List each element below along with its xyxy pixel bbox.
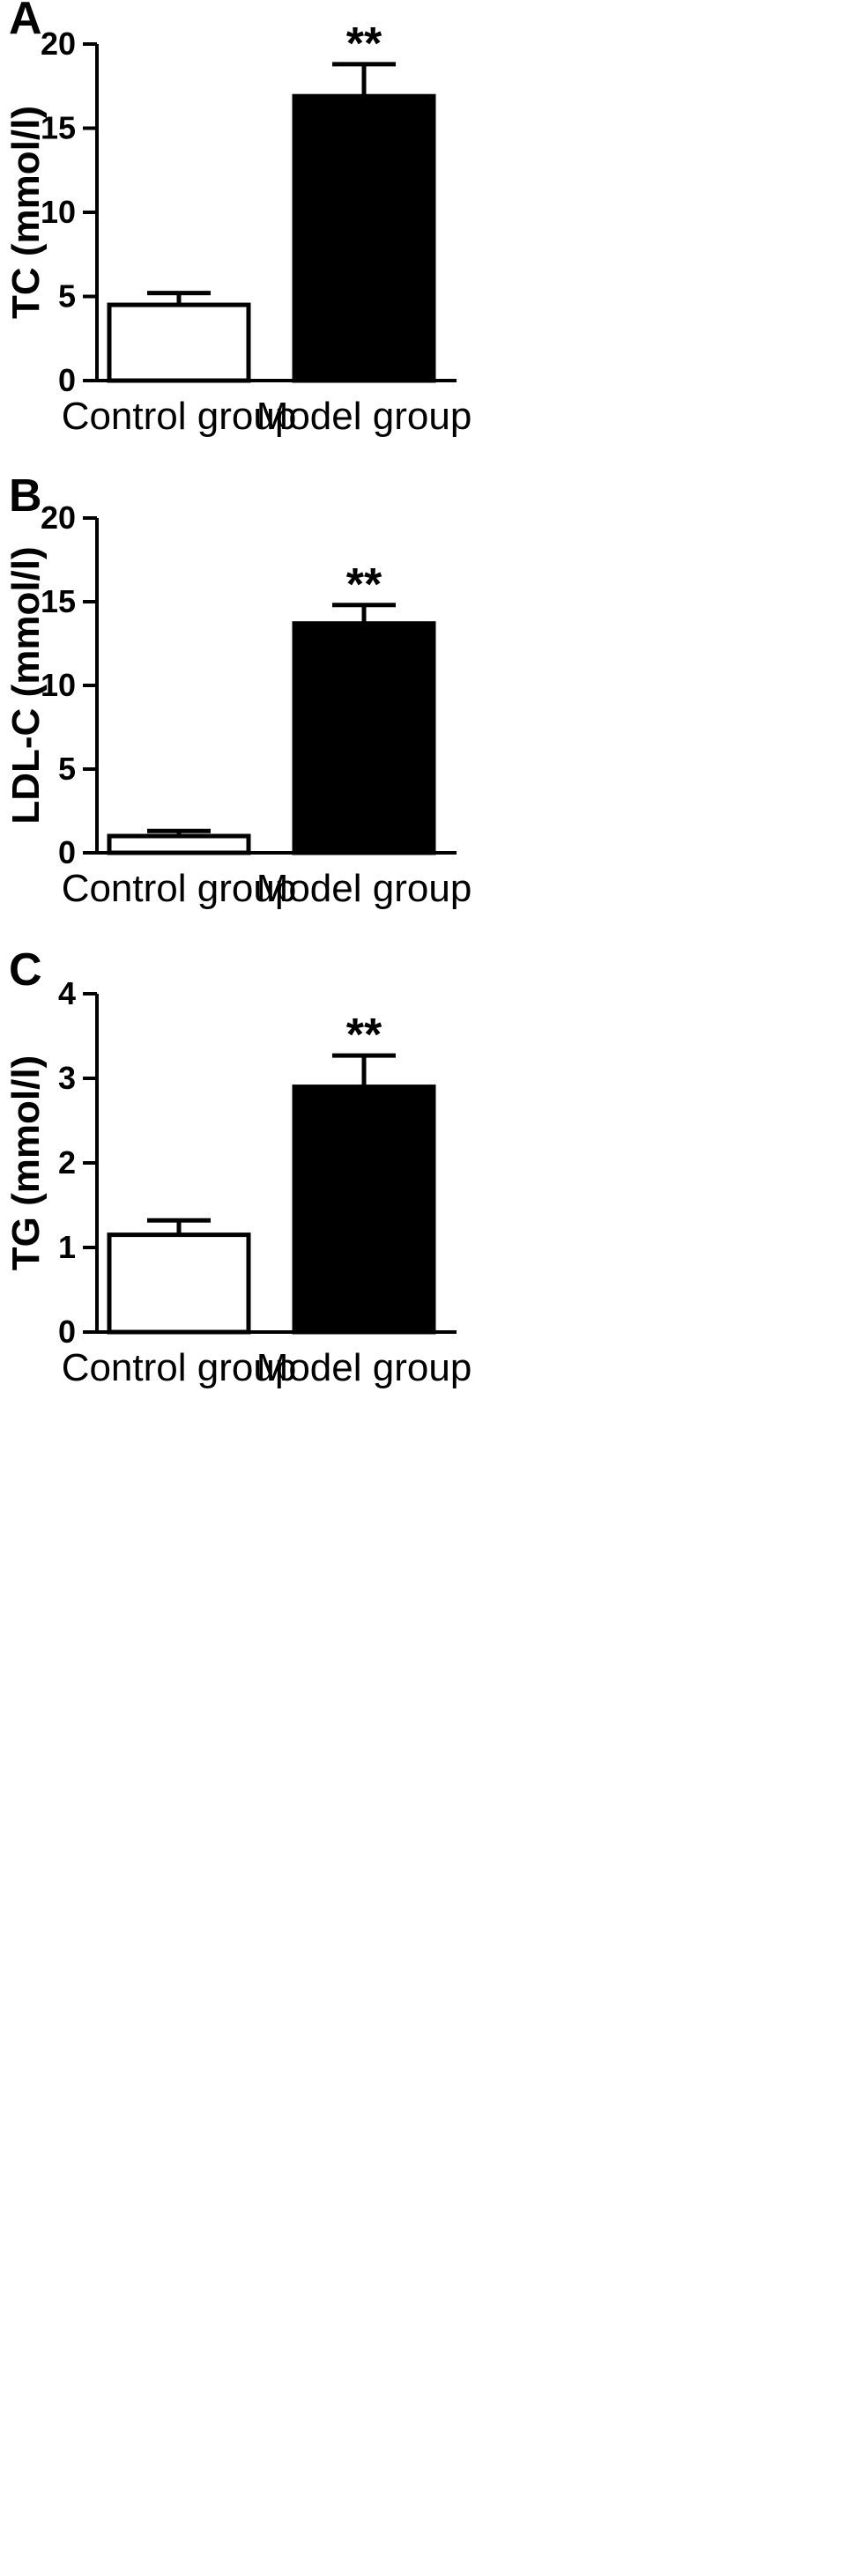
y-tick-label: 2 <box>58 1144 76 1181</box>
y-tick-label: 20 <box>41 500 76 536</box>
y-tick-label: 0 <box>58 834 76 870</box>
y-axis-title: TG (mmol/l) <box>4 1055 48 1270</box>
panel-c: C 0 1 2 3 4 TG (mmol/l) Control group ** Model gr… <box>4 944 472 1389</box>
bar-control <box>107 302 251 383</box>
category-label: Control group <box>62 395 297 438</box>
category-label: Control group <box>62 1346 297 1389</box>
bar-model <box>292 621 436 855</box>
y-tick-label: 3 <box>58 1060 76 1096</box>
category-label: Model group <box>256 1346 472 1389</box>
category-label: Model group <box>256 395 472 438</box>
panel-a: A 0 5 10 15 20 TC (mmol/l) Control group ** Model… <box>4 0 472 438</box>
y-axis-title: TC (mmol/l) <box>4 106 48 319</box>
y-tick-label: 20 <box>41 26 76 62</box>
bar-control <box>107 1232 251 1335</box>
y-tick-label: 15 <box>41 583 76 619</box>
y-tick-label: 0 <box>58 362 76 398</box>
panel-letter: B <box>9 470 42 522</box>
bar-model <box>292 93 436 383</box>
y-tick-label: 5 <box>58 278 76 315</box>
panel-letter: C <box>9 944 42 996</box>
panel-letter: A <box>9 0 42 44</box>
y-tick-label: 0 <box>58 1314 76 1350</box>
category-label: Control group <box>62 867 297 910</box>
panel-b: B 0 5 10 15 20 LDL-C (mmol/l) Control group ** Mo… <box>4 470 472 910</box>
significance-marker: ** <box>346 19 382 70</box>
y-tick-label: 10 <box>41 194 76 230</box>
significance-marker: ** <box>346 1010 382 1061</box>
y-tick-label: 1 <box>58 1229 76 1265</box>
significance-marker: ** <box>346 559 382 611</box>
y-tick-label: 5 <box>58 751 76 787</box>
bar-model <box>292 1084 436 1335</box>
y-axis-title: LDL-C (mmol/l) <box>4 546 48 824</box>
category-label: Model group <box>256 867 472 910</box>
y-tick-label: 4 <box>58 975 76 1011</box>
y-tick-label: 10 <box>41 667 76 703</box>
y-tick-label: 15 <box>41 110 76 146</box>
bar-control <box>107 833 251 855</box>
